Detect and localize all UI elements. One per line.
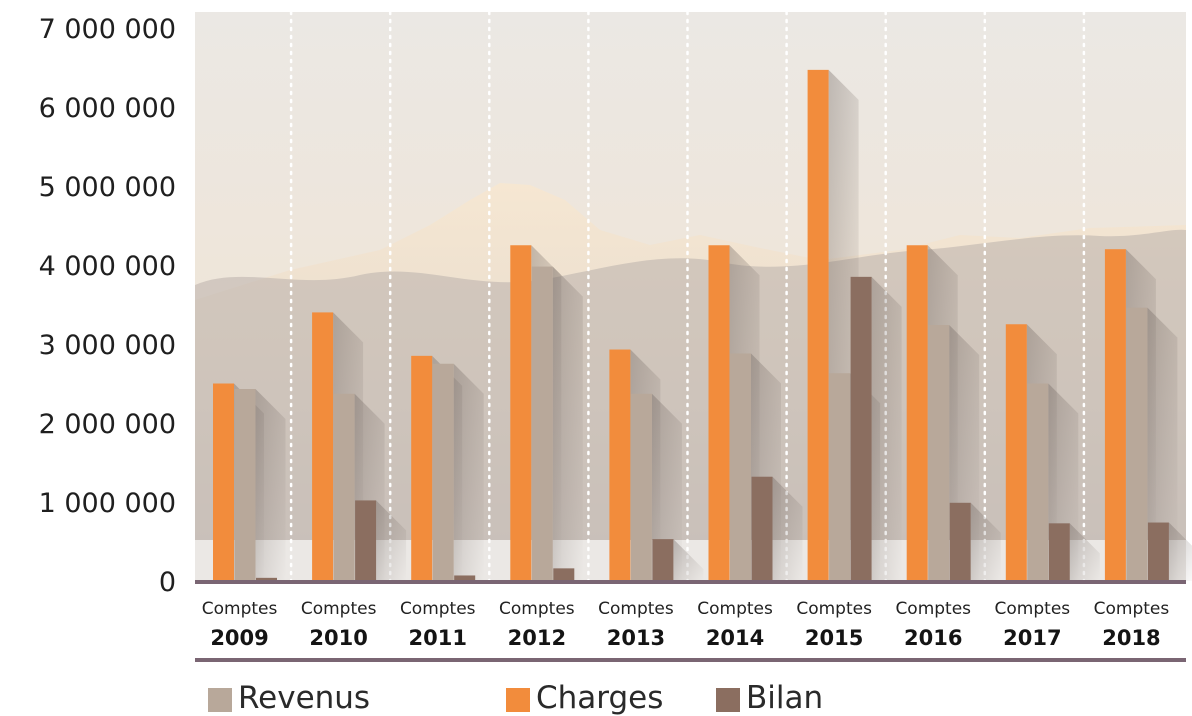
- legend-item-revenus: Revenus: [208, 680, 506, 716]
- x-tick-label-line1: Comptes: [400, 599, 476, 619]
- x-tick-label-line1: Comptes: [895, 599, 971, 619]
- bar-charges-2009: [213, 383, 234, 581]
- legend-swatch-revenus: [208, 688, 232, 712]
- bar-bilan-2012: [553, 568, 575, 581]
- x-tick-label-line1: Comptes: [598, 599, 674, 619]
- bar-charges-2013: [609, 349, 631, 581]
- x-tick-label-year: 2012: [508, 626, 566, 650]
- legend-label-charges: Charges: [536, 680, 664, 716]
- legend-swatch-bilan: [716, 688, 740, 712]
- bar-shadow: [970, 502, 1001, 581]
- bar-bilan-2014: [751, 476, 773, 581]
- bar-revenus-2012: [531, 266, 553, 581]
- y-tick-label: 4 000 000: [39, 251, 176, 282]
- bar-bilan-2018: [1147, 522, 1169, 581]
- bar-charges-2016: [906, 245, 928, 581]
- x-tick-label-line1: Comptes: [697, 599, 773, 619]
- x-axis-line: [195, 580, 1186, 584]
- legend-item-bilan: Bilan: [716, 680, 823, 716]
- y-tick-label: 3 000 000: [39, 330, 176, 361]
- y-tick-label: 1 000 000: [39, 488, 176, 519]
- legend: Revenus Charges Bilan: [208, 680, 823, 716]
- bar-shadow: [1069, 523, 1100, 581]
- legend-swatch-charges: [506, 688, 530, 712]
- bar-revenus-2009: [234, 389, 256, 581]
- bar-revenus-2018: [1126, 307, 1148, 581]
- bar-bilan-2010: [355, 500, 377, 581]
- y-tick-label: 7 000 000: [39, 14, 176, 45]
- bar-revenus-2017: [1027, 383, 1049, 581]
- bar-charges-2018: [1104, 249, 1126, 581]
- bar-shadow: [871, 276, 902, 581]
- x-tick-label-line1: Comptes: [1094, 599, 1170, 619]
- x-tick-label-year: 2009: [210, 626, 268, 650]
- x-tick-label-year: 2017: [1003, 626, 1061, 650]
- bar-charges-2017: [1005, 324, 1027, 581]
- bar-revenus-2015: [829, 373, 851, 581]
- bar-revenus-2014: [730, 353, 751, 581]
- bar-charges-2014: [708, 245, 730, 581]
- y-tick-label: 5 000 000: [39, 172, 176, 203]
- bar-shadow: [552, 266, 583, 581]
- x-tick-label-year: 2013: [607, 626, 665, 650]
- bar-bilan-2011: [454, 575, 476, 581]
- bar-revenus-2010: [333, 393, 355, 581]
- bars: [213, 69, 1169, 582]
- bar-charges-2011: [411, 355, 433, 581]
- x-tick-label-year: 2011: [409, 626, 467, 650]
- bar-charges-2010: [312, 312, 334, 581]
- bar-shadow: [772, 476, 803, 581]
- x-tick-label-year: 2014: [706, 626, 764, 650]
- bar-bilan-2009: [256, 577, 277, 581]
- bar-shadow: [376, 500, 407, 581]
- bar-shadow: [1168, 522, 1192, 581]
- bar-shadow: [255, 389, 286, 581]
- x-tick-label-year: 2016: [904, 626, 962, 650]
- bar-chart: 0 1 000 000 2 000 000 3 000 000 4 000 000 5 0…: [39, 10, 1192, 662]
- bar-bilan-2013: [652, 539, 674, 581]
- x-tick-label-year: 2018: [1102, 626, 1160, 650]
- y-tick-label: 6 000 000: [39, 93, 176, 124]
- bar-shadow: [1147, 307, 1178, 581]
- bar-shadow: [673, 539, 704, 581]
- bar-bilan-2015: [850, 276, 872, 581]
- category-underline: [195, 658, 1186, 662]
- x-tick-label-line1: Comptes: [796, 599, 872, 619]
- bar-revenus-2013: [630, 393, 652, 581]
- x-tick-label-year: 2010: [309, 626, 367, 650]
- x-tick-label-line1: Comptes: [202, 599, 278, 619]
- y-tick-label: 0: [159, 567, 176, 598]
- x-tick-label-line1: Comptes: [301, 599, 377, 619]
- x-tick-label-year: 2015: [805, 626, 863, 650]
- x-tick-label-line1: Comptes: [499, 599, 575, 619]
- x-axis-labels: Comptes 2009 Comptes 2010 Comptes 2011 Comptes…: [202, 599, 1170, 650]
- bar-revenus-2011: [432, 363, 454, 581]
- bar-shadow: [651, 393, 682, 581]
- y-axis-labels: 0 1 000 000 2 000 000 3 000 000 4 000 000 5 0…: [39, 14, 176, 598]
- legend-item-charges: Charges: [506, 680, 716, 716]
- bar-shadow: [453, 363, 484, 581]
- axes: [195, 580, 1186, 662]
- bar-bilan-2017: [1048, 523, 1070, 581]
- bar-charges-2015: [807, 69, 829, 582]
- legend-label-revenus: Revenus: [238, 680, 371, 716]
- y-tick-label: 2 000 000: [39, 409, 176, 440]
- bar-charges-2012: [510, 245, 532, 581]
- bar-revenus-2016: [928, 325, 950, 581]
- legend-label-bilan: Bilan: [746, 680, 824, 716]
- x-tick-label-line1: Comptes: [995, 599, 1071, 619]
- bar-bilan-2016: [949, 502, 971, 581]
